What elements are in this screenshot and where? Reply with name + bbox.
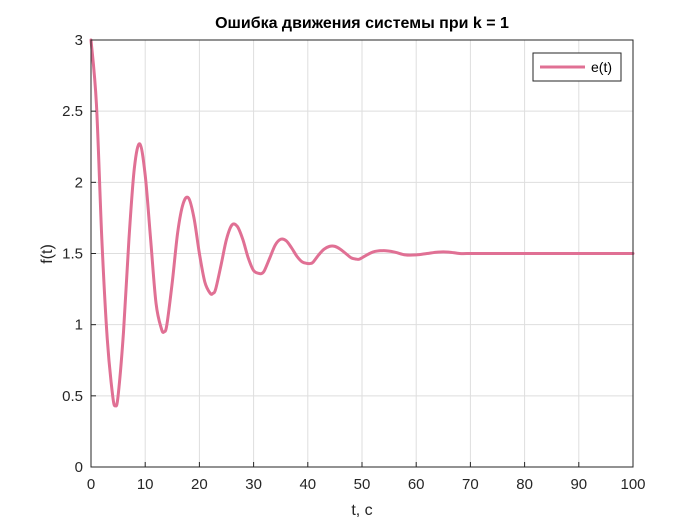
y-tick-label: 2.5 [62, 103, 83, 120]
legend: e(t) [532, 52, 622, 82]
x-tick-label: 40 [299, 476, 316, 493]
x-tick-label: 20 [191, 476, 208, 493]
x-tick-label: 80 [516, 476, 533, 493]
x-axis-label: t, c [351, 502, 372, 519]
x-tick-label: 60 [408, 476, 425, 493]
legend-label: e(t) [591, 59, 612, 75]
y-tick-label: 0 [75, 459, 83, 476]
x-tick-label: 70 [462, 476, 479, 493]
y-tick-label: 0.5 [62, 388, 83, 405]
series-line-e-t [89, 38, 635, 408]
x-axis-ticks: 0 10 20 30 40 50 60 70 80 90 100 [87, 462, 646, 493]
y-tick-label: 2 [75, 174, 83, 191]
y-tick-label: 1 [75, 317, 83, 334]
x-tick-label: 30 [245, 476, 262, 493]
x-tick-label: 10 [137, 476, 154, 493]
chart-title: Ошибка движения системы при k = 1 [215, 15, 509, 32]
series-layer [89, 38, 635, 408]
y-axis-label: f(t) [39, 244, 56, 264]
x-tick-label: 90 [570, 476, 587, 493]
x-tick-label: 50 [354, 476, 371, 493]
y-tick-label: 1.5 [62, 246, 83, 263]
y-axis-ticks: 0 0.5 1 1.5 2 2.5 3 [62, 32, 96, 476]
y-tick-label: 3 [75, 32, 83, 49]
x-tick-label: 0 [87, 476, 95, 493]
x-tick-label: 100 [620, 476, 645, 493]
